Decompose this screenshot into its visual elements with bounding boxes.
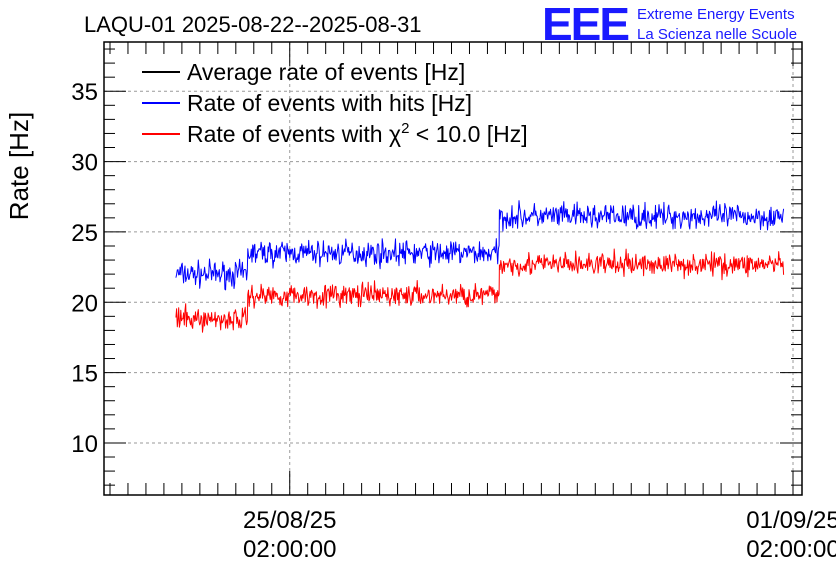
- legend-label-0: Average rate of events [Hz]: [187, 59, 465, 85]
- eee-logo-line1: Extreme Energy Events: [637, 6, 795, 23]
- series-layer: [175, 200, 785, 333]
- plot-frame: [103, 41, 803, 496]
- y-axis-label: Rate [Hz]: [4, 112, 34, 220]
- legend-label-2: Rate of events with χ2 < 10.0 [Hz]: [187, 120, 528, 147]
- series-line-2: [175, 248, 785, 333]
- y-tick-label: 30: [71, 150, 98, 177]
- x-tick-label-time: 02:00:00: [243, 536, 336, 563]
- x-tick-label-time: 02:00:00: [746, 536, 836, 563]
- y-tick-label: 25: [71, 220, 98, 247]
- y-tick-label: 15: [71, 361, 98, 388]
- y-tick-label: 10: [71, 431, 98, 458]
- x-tick-label-date: 25/08/25: [243, 507, 336, 534]
- y-tick-label: 20: [71, 290, 98, 317]
- eee-logo: EEE Extreme Energy Events La Scienza nel…: [542, 0, 797, 50]
- grid: [104, 42, 802, 495]
- legend-label-1: Rate of events with hits [Hz]: [187, 90, 472, 116]
- y-tick-label: 35: [71, 79, 98, 106]
- series-line-1: [175, 200, 785, 291]
- eee-logo-line2: La Scienza nelle Scuole: [637, 26, 797, 43]
- legend: Average rate of events [Hz] Rate of event…: [142, 59, 528, 147]
- chart-title: LAQU-01 2025-08-22--2025-08-31: [84, 12, 422, 37]
- x-tick-label-date: 01/09/25: [746, 507, 836, 534]
- y-axis-ticks: 10 15 20 25 30 35: [71, 48, 802, 486]
- plot-border: [103, 41, 803, 496]
